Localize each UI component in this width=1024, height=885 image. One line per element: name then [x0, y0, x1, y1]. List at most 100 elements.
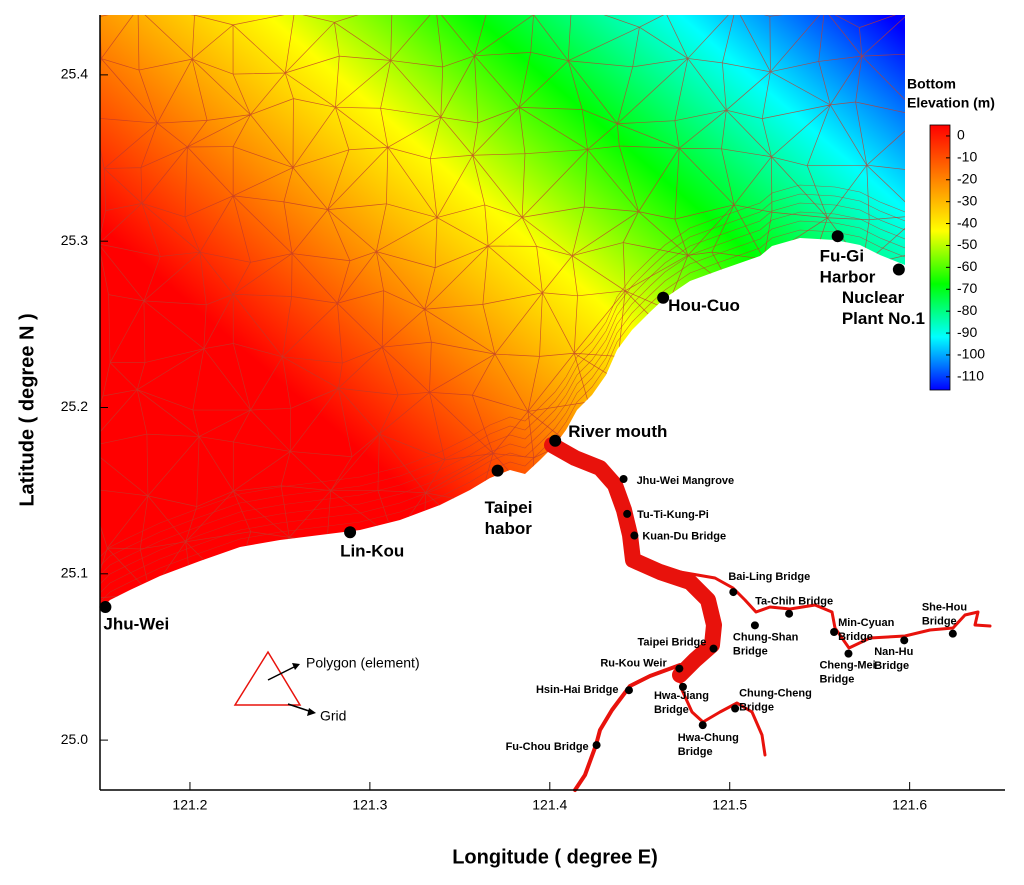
station-label: Bridge	[733, 645, 768, 657]
arrow	[287, 703, 313, 713]
river-channel	[678, 673, 767, 757]
station-marker	[592, 741, 601, 750]
place-marker	[831, 230, 844, 243]
y-tick-label: 25.0	[61, 731, 88, 747]
arrow	[267, 664, 299, 681]
place-label: Lin-Kou	[340, 542, 404, 561]
river-channel	[573, 663, 682, 792]
station-label: Taipei Bridge	[638, 637, 707, 649]
station-label: Kuan-Du Bridge	[642, 530, 726, 542]
place-marker	[549, 434, 562, 447]
station-label: Bridge	[838, 631, 873, 643]
station-marker	[678, 682, 687, 691]
colorbar-tick-label: -10	[957, 149, 977, 165]
mesh-coast-band	[100, 193, 905, 567]
colorbar-tick-label: -110	[957, 368, 984, 384]
station-marker	[750, 621, 759, 630]
station-marker	[785, 609, 794, 618]
triangle-element	[233, 650, 302, 706]
bathymetry	[100, 15, 905, 610]
colorbar-tick-label: -100	[957, 346, 985, 362]
mesh-coast-band	[100, 202, 905, 576]
station-marker	[844, 649, 853, 658]
place-label: Nuclear	[842, 288, 905, 307]
station-label: Bai-Ling Bridge	[728, 571, 810, 583]
station-marker	[630, 531, 639, 540]
place-label: habor	[485, 519, 533, 538]
x-tick-label: 121.5	[712, 797, 747, 813]
station-label: Bridge	[922, 616, 957, 628]
place-label: Fu-Gi	[820, 247, 864, 266]
station-marker	[729, 588, 738, 597]
station-label: Tu-Ti-Kung-Pi	[637, 509, 709, 521]
station-label: Nan-Hu	[874, 646, 913, 658]
station-marker	[731, 704, 740, 713]
y-tick-label: 25.2	[61, 398, 88, 414]
y-tick-label: 25.4	[61, 66, 88, 82]
station-label: Bridge	[874, 660, 909, 672]
station-label: She-Hou	[922, 602, 967, 614]
station-marker	[624, 686, 633, 695]
colorbar-title: Bottom	[907, 76, 956, 92]
arrowhead	[292, 663, 300, 670]
station-label: Chung-Shan	[733, 631, 799, 643]
station-label: Hsin-Hai Bridge	[536, 684, 619, 696]
place-label: Jhu-Wei	[103, 615, 169, 634]
y-tick-label: 25.1	[61, 565, 88, 581]
place-marker	[344, 526, 357, 539]
place-marker	[99, 601, 112, 614]
station-label: Ta-Chih Bridge	[755, 596, 833, 608]
colorbar-title: Elevation (m)	[907, 95, 995, 111]
station-marker	[698, 721, 707, 730]
y-tick-label: 25.3	[61, 232, 88, 248]
station-marker	[623, 509, 632, 518]
place-label: Harbor	[820, 268, 876, 287]
colorbar-tick-label: -50	[957, 236, 977, 252]
y-axis-title: Latitude ( degree N )	[16, 313, 38, 506]
station-label: Ru-Kou Weir	[600, 658, 667, 670]
place-label: Plant No.1	[842, 309, 925, 328]
colorbar-tick-label: -30	[957, 192, 977, 208]
x-tick-label: 121.3	[352, 797, 387, 813]
colorbar-tick-label: 0	[957, 127, 965, 143]
station-marker	[900, 636, 909, 645]
place-marker	[491, 464, 504, 477]
place-marker	[892, 263, 905, 276]
place-label: River mouth	[568, 422, 667, 441]
station-label: Bridge	[654, 704, 689, 716]
colorbar-tick-label: -70	[957, 280, 977, 296]
place-label: Hou-Cuo	[668, 296, 740, 315]
station-label: Jhu-Wei Mangrove	[637, 475, 735, 487]
place-label: Taipei	[485, 498, 533, 517]
legend-element: Polygon (element)	[306, 655, 420, 671]
station-marker	[619, 475, 628, 484]
station-marker	[675, 664, 684, 673]
station-label: Hwa-Jiang	[654, 690, 709, 702]
grid-legend: Polygon (element) Grid	[233, 650, 420, 724]
mesh-coast-band	[100, 211, 905, 585]
river-channel	[544, 437, 722, 683]
x-tick-label: 121.2	[172, 797, 207, 813]
x-tick-label: 121.6	[892, 797, 927, 813]
colorbar-tick-label: -20	[957, 170, 977, 186]
station-marker	[709, 644, 718, 653]
colorbar-tick-label: -90	[957, 324, 977, 340]
arrowhead	[307, 708, 316, 716]
station-label: Hwa-Chung	[678, 732, 739, 744]
legend-grid: Grid	[320, 708, 346, 724]
place-marker	[657, 291, 670, 304]
station-label: Bridge	[678, 746, 713, 758]
colorbar-tick-label: -60	[957, 258, 977, 274]
colorbar	[929, 124, 951, 391]
station-label: Chung-Cheng	[739, 687, 812, 699]
station-marker	[948, 629, 957, 638]
colorbar-tick-label: -40	[957, 214, 977, 230]
station-label: Min-Cyuan	[838, 617, 895, 629]
station-label: Bridge	[739, 701, 774, 713]
x-axis-title: Longitude ( degree E)	[452, 846, 658, 868]
mesh-coast-band	[100, 220, 905, 594]
station-label: Fu-Chou Bridge	[506, 741, 589, 753]
mesh-coast-band	[100, 229, 905, 603]
x-tick-label: 121.4	[532, 797, 567, 813]
